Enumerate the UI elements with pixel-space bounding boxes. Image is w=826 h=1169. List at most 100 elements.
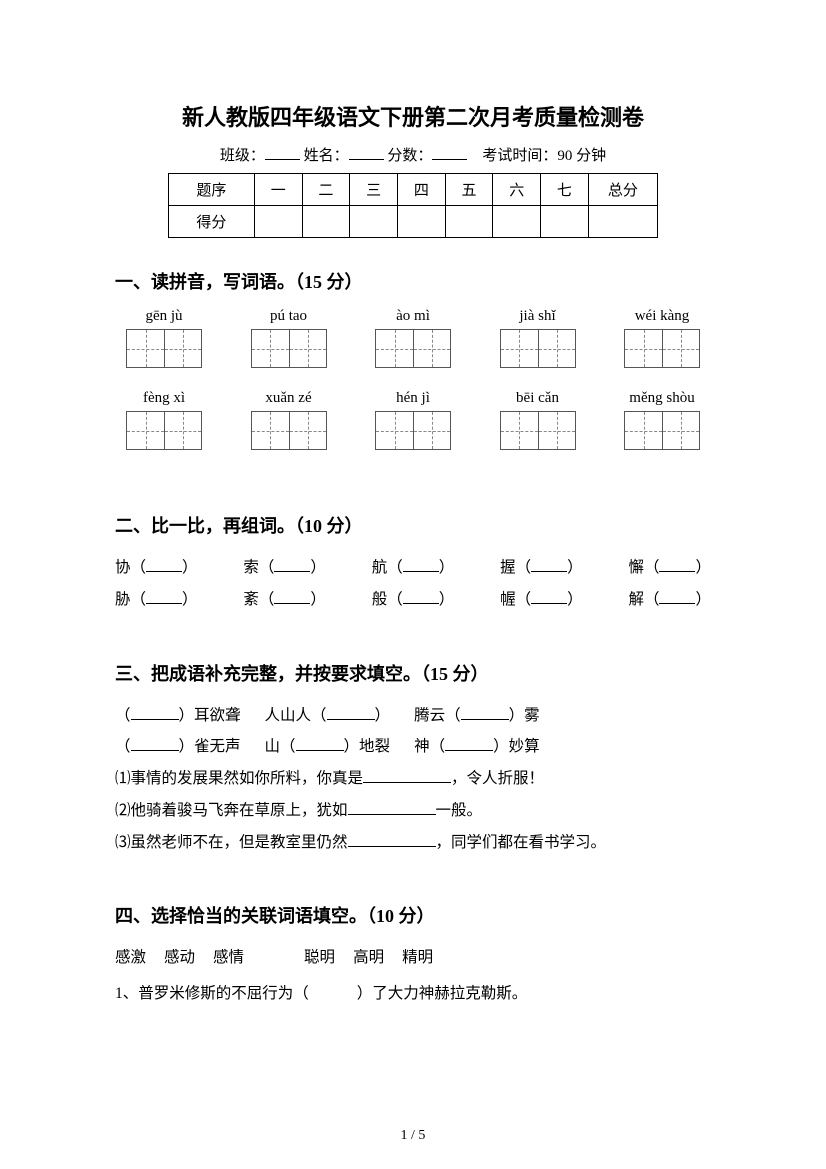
pinyin-item: ào mì	[364, 308, 462, 372]
table-row: 题序 一 二 三 四 五 六 七 总分	[169, 174, 658, 206]
blank[interactable]	[461, 706, 509, 720]
score-label: 分数：	[387, 148, 432, 164]
page-number: 1 / 5	[0, 1128, 826, 1144]
pinyin-label: fèng xì	[115, 390, 213, 407]
blank[interactable]	[146, 558, 182, 572]
pinyin-row-2: fèng xì xuǎn zé hén jì bēi cǎn měng shòu	[115, 390, 711, 454]
table-cell-blank[interactable]	[541, 206, 589, 238]
table-cell: 二	[302, 174, 350, 206]
pinyin-item: pú tao	[240, 308, 338, 372]
table-cell-blank[interactable]	[445, 206, 493, 238]
blank[interactable]	[348, 833, 436, 847]
table-cell: 四	[397, 174, 445, 206]
table-cell: 六	[493, 174, 541, 206]
pinyin-row-1: gēn jù pú tao ào mì jià shǐ wéi kàng	[115, 308, 711, 372]
name-blank[interactable]	[349, 145, 384, 160]
q2-item: 般（）	[372, 584, 455, 616]
q4-header: 四、选择恰当的关联词语填空。（10 分）	[115, 902, 711, 928]
pinyin-label: xuǎn zé	[240, 390, 338, 407]
score-table: 题序 一 二 三 四 五 六 七 总分 得分	[168, 173, 658, 238]
table-cell: 总分	[588, 174, 657, 206]
blank[interactable]	[363, 769, 451, 783]
q1-header: 一、读拼音，写词语。（15 分）	[115, 268, 711, 294]
char-box[interactable]	[500, 411, 576, 450]
pinyin-item: hén jì	[364, 390, 462, 454]
blank[interactable]	[327, 706, 375, 720]
char-box[interactable]	[126, 411, 202, 450]
q2-item: 解（）	[628, 584, 711, 616]
blank[interactable]	[131, 706, 179, 720]
q3-idiom: （）雀无声	[115, 731, 241, 763]
pinyin-label: pú tao	[240, 308, 338, 325]
blank[interactable]	[531, 590, 567, 604]
blank[interactable]	[531, 558, 567, 572]
q4-word: 精明	[402, 942, 433, 974]
blank[interactable]	[659, 558, 695, 572]
pinyin-label: jià shǐ	[489, 308, 587, 325]
q4-word: 聪明	[304, 942, 335, 974]
q3-header: 三、把成语补充完整，并按要求填空。（15 分）	[115, 660, 711, 686]
table-cell: 五	[445, 174, 493, 206]
blank[interactable]	[274, 558, 310, 572]
blank[interactable]	[274, 590, 310, 604]
info-line: 班级： 姓名： 分数： 考试时间：90 分钟	[115, 144, 711, 165]
q2-item: 协（）	[115, 552, 198, 584]
table-cell-blank[interactable]	[588, 206, 657, 238]
pinyin-label: hén jì	[364, 390, 462, 407]
q2-item: 航（）	[372, 552, 455, 584]
blank[interactable]	[131, 737, 179, 751]
char-box[interactable]	[126, 329, 202, 368]
char-box[interactable]	[251, 329, 327, 368]
blank[interactable]	[403, 558, 439, 572]
pinyin-label: ào mì	[364, 308, 462, 325]
q3-sentence-1: ⑴事情的发展果然如你所料，你真是，令人折服！	[115, 763, 711, 795]
q2-item: 握（）	[500, 552, 583, 584]
table-cell-blank[interactable]	[254, 206, 302, 238]
q4-word-group-1: 感激 感动 感情	[115, 942, 244, 974]
blank[interactable]	[403, 590, 439, 604]
blank[interactable]	[659, 590, 695, 604]
q2-item: 紊（）	[243, 584, 326, 616]
q3-idiom: 神（）妙算	[414, 731, 540, 763]
pinyin-item: měng shòu	[613, 390, 711, 454]
table-cell-blank[interactable]	[493, 206, 541, 238]
blank[interactable]	[146, 590, 182, 604]
q2-row-1: 协（） 索（） 航（） 握（） 懈（）	[115, 552, 711, 584]
q3-idiom: （）耳欲聋	[115, 700, 241, 732]
char-box[interactable]	[500, 329, 576, 368]
char-box[interactable]	[251, 411, 327, 450]
q3-idiom: 山（）地裂	[265, 731, 391, 763]
class-blank[interactable]	[265, 145, 300, 160]
class-label: 班级：	[220, 148, 265, 164]
table-cell-blank[interactable]	[302, 206, 350, 238]
q4-word-group-2: 聪明 高明 精明	[304, 942, 433, 974]
name-label: 姓名：	[304, 148, 349, 164]
table-cell: 七	[541, 174, 589, 206]
char-box[interactable]	[624, 329, 700, 368]
score-blank[interactable]	[432, 145, 467, 160]
pinyin-item: bēi cǎn	[489, 390, 587, 454]
table-cell-blank[interactable]	[397, 206, 445, 238]
q4-word: 高明	[353, 942, 384, 974]
q3-idiom: 人山人（）	[265, 700, 391, 732]
q2-item: 幄（）	[500, 584, 583, 616]
pinyin-label: měng shòu	[613, 390, 711, 407]
pinyin-item: wéi kàng	[613, 308, 711, 372]
q3-body: （）耳欲聋 人山人（） 腾云（）雾 （）雀无声 山（）地裂 神（）妙算 ⑴事情的…	[115, 700, 711, 859]
pinyin-item: xuǎn zé	[240, 390, 338, 454]
q4-word: 感动	[164, 942, 195, 974]
table-cell: 得分	[169, 206, 255, 238]
char-box[interactable]	[375, 329, 451, 368]
table-cell: 一	[254, 174, 302, 206]
blank[interactable]	[348, 801, 436, 815]
q4-word: 感情	[213, 942, 244, 974]
document-title: 新人教版四年级语文下册第二次月考质量检测卷	[115, 100, 711, 132]
char-box[interactable]	[624, 411, 700, 450]
table-cell-blank[interactable]	[350, 206, 398, 238]
q4-word: 感激	[115, 942, 146, 974]
char-box[interactable]	[375, 411, 451, 450]
blank[interactable]	[296, 737, 344, 751]
q2-item: 胁（）	[115, 584, 198, 616]
blank[interactable]	[445, 737, 493, 751]
q3-sentence-3: ⑶虽然老师不在，但是教室里仍然，同学们都在看书学习。	[115, 827, 711, 859]
